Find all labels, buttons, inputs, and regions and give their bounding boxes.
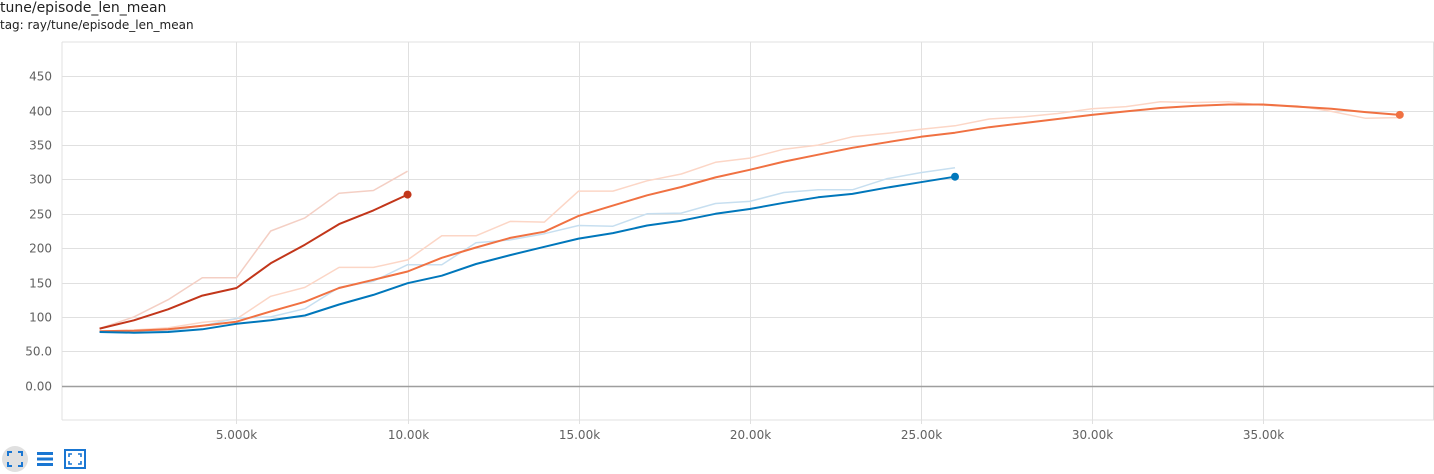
y-tick-label: 100 — [29, 311, 52, 325]
y-tick-label: 250 — [29, 208, 52, 222]
raw-series-line-0 — [99, 170, 408, 330]
smoothed-series-layer — [99, 103, 1404, 334]
y-tick-label: 450 — [29, 70, 52, 84]
y-tick-label: 0.00 — [25, 380, 52, 394]
series-end-point-1 — [1395, 110, 1404, 119]
fit-domain-button[interactable] — [2, 446, 28, 472]
y-tick-label: 50.0 — [25, 345, 52, 359]
y-tick-label: 200 — [29, 242, 52, 256]
smoothed-series-line-1 — [99, 103, 1400, 333]
fullscreen-icon — [64, 449, 86, 469]
data-table-button[interactable] — [32, 446, 58, 472]
fullscreen-button[interactable] — [62, 446, 88, 472]
y-tick-label: 150 — [29, 277, 52, 291]
y-tick-label: 400 — [29, 105, 52, 119]
chart-tag: tag: ray/tune/episode_len_mean — [0, 18, 194, 32]
y-tick-label: 300 — [29, 173, 52, 187]
tick-label-layer: 0.00 50.0 100 150 200 250 300 350 400 450 5.000k 10… — [25, 70, 1284, 443]
grid-layer — [61, 41, 1434, 424]
series-end-point-0 — [403, 190, 412, 199]
x-tick-label: 25.00k — [901, 428, 942, 442]
x-tick-label: 20.00k — [730, 428, 771, 442]
series-end-point-2 — [950, 172, 959, 181]
x-tick-label: 30.00k — [1072, 428, 1113, 442]
raw-series-line-1 — [99, 101, 1400, 333]
chart-toolbar — [2, 446, 88, 472]
raw-series-layer — [99, 101, 1400, 334]
chart-title: tune/episode_len_mean — [0, 0, 167, 16]
fit-domain-icon — [7, 451, 23, 467]
smoothed-series-line-2 — [99, 175, 956, 334]
x-tick-label: 5.000k — [216, 428, 257, 442]
x-tick-label: 10.00k — [388, 428, 429, 442]
data-table-icon — [37, 452, 53, 466]
raw-series-line-2 — [99, 167, 956, 334]
x-tick-label: 15.00k — [559, 428, 600, 442]
y-tick-label: 350 — [29, 139, 52, 153]
smoothed-series-line-0 — [99, 193, 409, 330]
x-tick-label: 35.00k — [1243, 428, 1284, 442]
